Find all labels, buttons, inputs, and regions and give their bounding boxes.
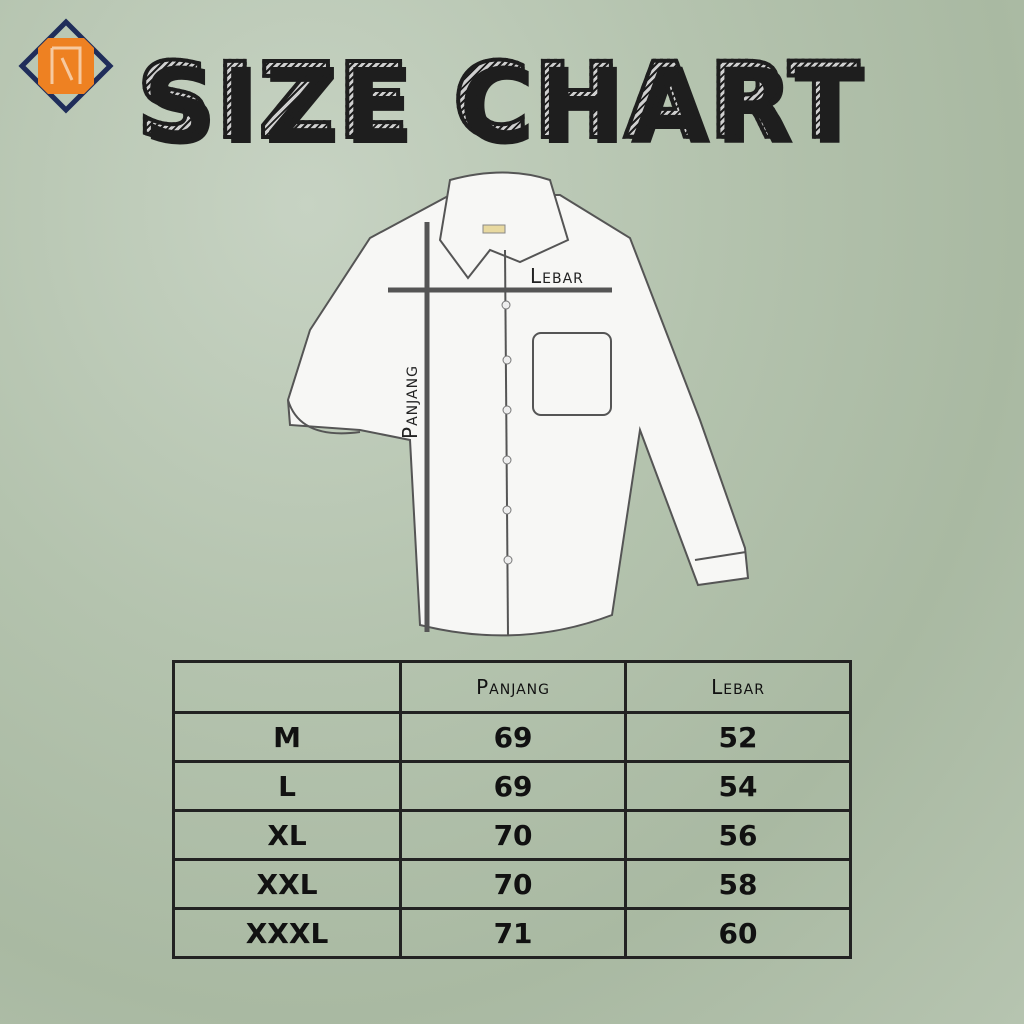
lebar-cell: 60 — [624, 907, 852, 959]
size-cell: M — [171, 711, 403, 763]
table-header-row: Panjang Lebar — [171, 660, 852, 714]
panjang-cell: 70 — [399, 809, 628, 861]
lebar-cell: 54 — [624, 760, 852, 812]
header-cell: Panjang — [399, 660, 628, 714]
panjang-cell: 69 — [399, 760, 628, 812]
panjang-cell: 71 — [399, 907, 628, 959]
lebar-cell: 56 — [624, 809, 852, 861]
page-title: SIZE CHART — [0, 38, 1000, 164]
lebar-cell: 52 — [624, 711, 852, 763]
table-row: XXL 70 58 — [171, 858, 852, 910]
header-cell — [171, 660, 403, 714]
table-row: XL 70 56 — [171, 809, 852, 861]
panjang-cell: 70 — [399, 858, 628, 910]
size-table: Panjang Lebar M 69 52 L 69 54 XL 70 56 XXL 70 58… — [171, 660, 852, 959]
shirt-diagram — [286, 171, 750, 637]
table-row: XXXL 71 60 — [171, 907, 852, 959]
size-cell: XXXL — [171, 907, 403, 959]
table-row: M 69 52 — [171, 711, 852, 763]
header-cell: Lebar — [624, 660, 852, 714]
size-cell: XXL — [171, 858, 403, 910]
length-label: Panjang — [398, 365, 422, 439]
lebar-cell: 58 — [624, 858, 852, 910]
brand-logo — [18, 18, 114, 114]
width-label: Lebar — [530, 264, 584, 288]
table-row: L 69 54 — [171, 760, 852, 812]
panjang-cell: 69 — [399, 711, 628, 763]
size-cell: L — [171, 760, 403, 812]
size-cell: XL — [171, 809, 403, 861]
